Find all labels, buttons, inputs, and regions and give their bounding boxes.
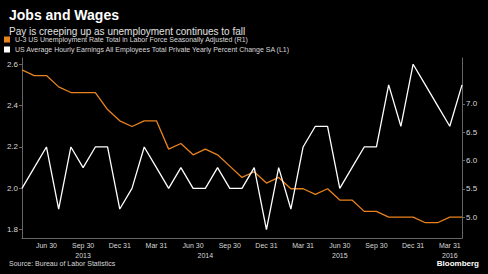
svg-text:2.6: 2.6 (7, 60, 19, 69)
svg-text:Mar 31: Mar 31 (292, 242, 314, 249)
svg-text:US Average Hourly Earnings All: US Average Hourly Earnings All Employees… (15, 46, 289, 54)
svg-text:Bloomberg: Bloomberg (437, 259, 479, 268)
svg-text:6.5: 6.5 (466, 128, 478, 137)
svg-text:2.4: 2.4 (7, 101, 19, 110)
svg-text:1.8: 1.8 (7, 225, 19, 234)
svg-text:Sep 30: Sep 30 (72, 242, 94, 250)
svg-text:2.0: 2.0 (7, 184, 19, 193)
svg-text:7.0: 7.0 (466, 99, 478, 108)
svg-text:Dec 31: Dec 31 (402, 242, 424, 249)
svg-text:2016: 2016 (442, 252, 458, 259)
svg-text:2014: 2014 (198, 252, 214, 259)
svg-text:Jun 30: Jun 30 (329, 242, 350, 249)
svg-text:Pay is creeping up as unemploy: Pay is creeping up as unemployment conti… (9, 26, 245, 37)
svg-text:Jun 30: Jun 30 (36, 242, 57, 249)
svg-text:Mar 31: Mar 31 (146, 242, 168, 249)
svg-text:2015: 2015 (332, 252, 348, 259)
svg-text:Dec 31: Dec 31 (255, 242, 277, 249)
svg-text:U-3 US Unemployment Rate Total: U-3 US Unemployment Rate Total in Labor … (15, 36, 248, 44)
svg-text:5.5: 5.5 (466, 184, 478, 193)
svg-text:Sep 30: Sep 30 (219, 242, 241, 250)
svg-text:Jun 30: Jun 30 (183, 242, 204, 249)
svg-text:Source: Bureau of Labor Statis: Source: Bureau of Labor Statistics (9, 260, 116, 267)
svg-text:6.0: 6.0 (466, 156, 478, 165)
svg-text:Dec 31: Dec 31 (109, 242, 131, 249)
svg-text:Mar 31: Mar 31 (439, 242, 461, 249)
svg-text:2013: 2013 (75, 252, 91, 259)
svg-text:2.2: 2.2 (7, 142, 19, 151)
svg-text:Sep 30: Sep 30 (365, 242, 387, 250)
svg-text:5.0: 5.0 (466, 213, 478, 222)
svg-text:Jobs and Wages: Jobs and Wages (9, 7, 119, 23)
